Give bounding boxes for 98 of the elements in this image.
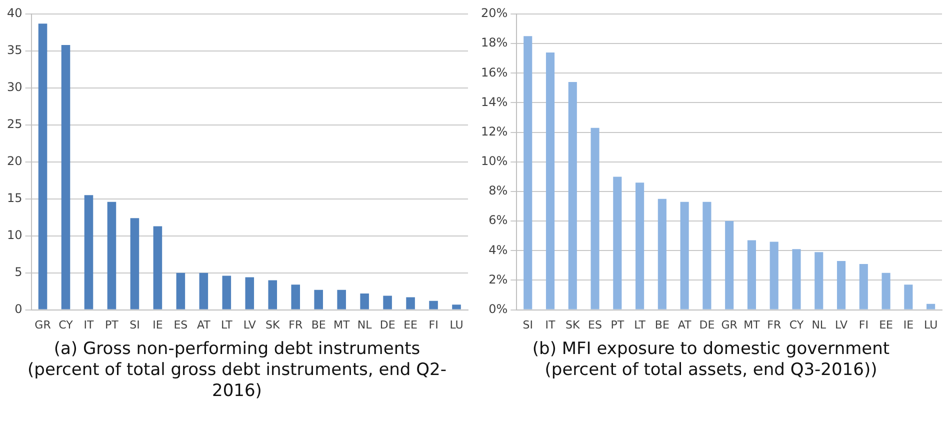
x-tick-label: LV: [835, 318, 848, 332]
x-tick-label: IE: [903, 318, 914, 332]
x-tick-label: DE: [699, 318, 715, 332]
x-tick-label: GR: [34, 318, 52, 332]
x-tick-label: LT: [634, 318, 646, 332]
bar: [222, 276, 232, 310]
bar: [680, 202, 689, 310]
bar: [568, 82, 577, 310]
x-tick-label: IE: [152, 318, 163, 332]
bar: [926, 304, 936, 310]
bar: [38, 24, 48, 310]
y-tick-label: 4%: [488, 242, 508, 257]
text: (a) Gross non-performing debt instruments (percent of total gross debt instruments, end Q2-2016): [26, 338, 448, 402]
x-tick-label: IT: [545, 318, 556, 332]
x-tick-label: BE: [311, 318, 326, 332]
y-tick-label: 10%: [481, 154, 508, 168]
y-tick-label: 30: [6, 80, 22, 94]
x-tick-label: PT: [610, 318, 624, 332]
x-tick-label: NL: [812, 318, 827, 332]
bar: [360, 294, 369, 310]
y-tick-label: 16%: [481, 65, 508, 80]
x-tick-label: LU: [450, 318, 464, 332]
bar: [725, 221, 734, 310]
y-tick-label: 35: [6, 43, 22, 58]
bar: [268, 280, 278, 310]
bar: [747, 240, 756, 310]
x-tick-label: FI: [428, 318, 438, 332]
x-tick-label: EE: [879, 318, 894, 332]
bar: [904, 284, 913, 310]
y-tick-label: 0: [14, 302, 22, 316]
bar: [153, 226, 162, 310]
x-tick-label: LV: [243, 318, 256, 332]
bar: [814, 252, 824, 310]
x-tick-label: CY: [58, 318, 74, 332]
bar: [61, 45, 70, 310]
x-tick-label: SI: [522, 318, 533, 332]
y-tick-label: 20%: [481, 6, 508, 20]
y-tick-label: 8%: [488, 184, 508, 198]
x-tick-label: FR: [288, 318, 303, 332]
y-tick-label: 20: [6, 154, 22, 168]
bar: [406, 297, 415, 310]
bar: [636, 182, 644, 310]
bar: [546, 52, 555, 310]
bar: [107, 202, 116, 310]
y-tick-label: 6%: [488, 213, 508, 228]
x-tick-label: SK: [566, 318, 581, 332]
bar: [882, 272, 890, 310]
bar: [524, 36, 532, 310]
bar: [314, 290, 323, 310]
x-tick-label: IT: [84, 318, 94, 332]
bar: [176, 272, 186, 310]
x-tick-label: EE: [404, 318, 418, 332]
y-tick-label: 10: [6, 228, 22, 242]
bar: [590, 128, 600, 310]
bar: [429, 300, 438, 310]
x-tick-label: MT: [333, 318, 350, 332]
x-tick-label: SK: [266, 318, 280, 332]
x-tick-label: SI: [130, 318, 140, 332]
bar: [337, 290, 346, 310]
y-tick-label: 15: [6, 191, 22, 205]
bar: [702, 202, 712, 310]
bar: [613, 176, 622, 310]
bar: [84, 195, 94, 310]
x-tick-label: LT: [220, 318, 233, 332]
y-tick-label: 2%: [488, 272, 508, 286]
x-tick-label: GR: [721, 318, 738, 332]
x-tick-label: ES: [174, 318, 188, 332]
x-tick-label: AT: [196, 318, 211, 332]
x-tick-label: BE: [654, 318, 670, 332]
y-tick-label: 5: [14, 264, 22, 279]
x-tick-label: PT: [105, 318, 119, 332]
y-tick-label: 0%: [488, 302, 508, 316]
bar: [658, 198, 666, 310]
x-tick-label: FR: [767, 318, 782, 332]
x-tick-label: NL: [357, 318, 373, 332]
y-tick-label: 14%: [481, 94, 508, 109]
x-tick-label: FI: [858, 318, 868, 332]
y-tick-label: 12%: [481, 124, 508, 138]
bar: [383, 296, 392, 310]
y-tick-label: 18%: [481, 36, 508, 50]
bar: [245, 277, 254, 310]
y-tick-label: 40: [6, 6, 22, 20]
bar: [859, 264, 868, 310]
text: (b) MFI exposure to domestic government (percent of total assets, end Q3-2016)): [531, 338, 891, 381]
bar: [452, 304, 461, 310]
bar: [199, 272, 208, 310]
x-tick-label: AT: [678, 318, 692, 332]
bar: [770, 242, 778, 310]
x-tick-label: LU: [924, 318, 938, 332]
bar: [291, 284, 300, 310]
x-tick-label: ES: [588, 318, 602, 332]
bar: [130, 218, 140, 310]
x-tick-label: DE: [380, 318, 396, 332]
bar: [836, 260, 846, 310]
x-tick-label: CY: [789, 318, 804, 332]
x-tick-label: MT: [744, 318, 760, 332]
bar: [792, 249, 801, 310]
y-tick-label: 25: [6, 117, 22, 132]
